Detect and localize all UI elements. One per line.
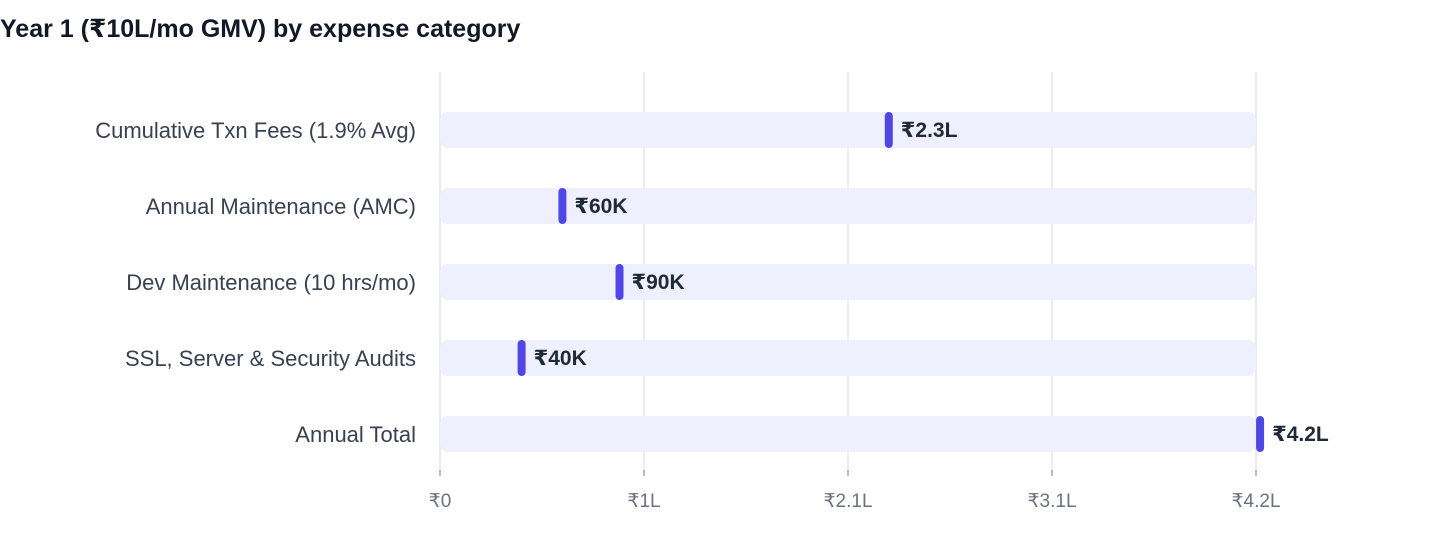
bar-track bbox=[440, 188, 1256, 224]
data-label: ₹60K bbox=[574, 195, 627, 218]
category-label: Dev Maintenance (10 hrs/mo) bbox=[126, 270, 416, 295]
data-label: ₹4.2L bbox=[1272, 423, 1329, 446]
value-markers bbox=[517, 112, 1265, 452]
bar-track bbox=[440, 340, 1256, 376]
bar-value-marker bbox=[558, 188, 567, 224]
data-label: ₹40K bbox=[534, 347, 587, 370]
category-label: Annual Maintenance (AMC) bbox=[146, 194, 416, 219]
x-tick-label: ₹4.2L bbox=[1231, 491, 1280, 512]
bar-track bbox=[440, 112, 1256, 148]
x-tick-label: ₹3.1L bbox=[1027, 491, 1076, 512]
bar-tracks bbox=[440, 112, 1256, 452]
x-tick-label: ₹1L bbox=[627, 491, 660, 512]
bar-value-marker bbox=[884, 112, 893, 148]
category-labels: Cumulative Txn Fees (1.9% Avg) Annual Mai… bbox=[95, 118, 416, 447]
value-labels: ₹2.3L ₹60K ₹90K ₹40K ₹4.2L bbox=[534, 119, 1329, 446]
category-label: Cumulative Txn Fees (1.9% Avg) bbox=[95, 118, 416, 143]
category-label: SSL, Server & Security Audits bbox=[125, 346, 416, 371]
category-label: Annual Total bbox=[295, 422, 416, 447]
bar-value-marker bbox=[615, 264, 624, 300]
data-label: ₹90K bbox=[632, 271, 685, 294]
x-axis bbox=[439, 470, 1257, 476]
x-tick-label: ₹0 bbox=[429, 491, 452, 512]
x-tick-label: ₹2.1L bbox=[823, 491, 872, 512]
bar-track bbox=[440, 416, 1256, 452]
bar-track bbox=[440, 264, 1256, 300]
bar-value-marker bbox=[1256, 416, 1265, 452]
bar-value-marker bbox=[517, 340, 526, 376]
data-label: ₹2.3L bbox=[901, 119, 958, 142]
x-tick-labels: ₹0 ₹1L ₹2.1L ₹3.1L ₹4.2L bbox=[429, 491, 1281, 512]
chart-title: Year 1 (₹10L/mo GMV) by expense category bbox=[0, 15, 521, 43]
